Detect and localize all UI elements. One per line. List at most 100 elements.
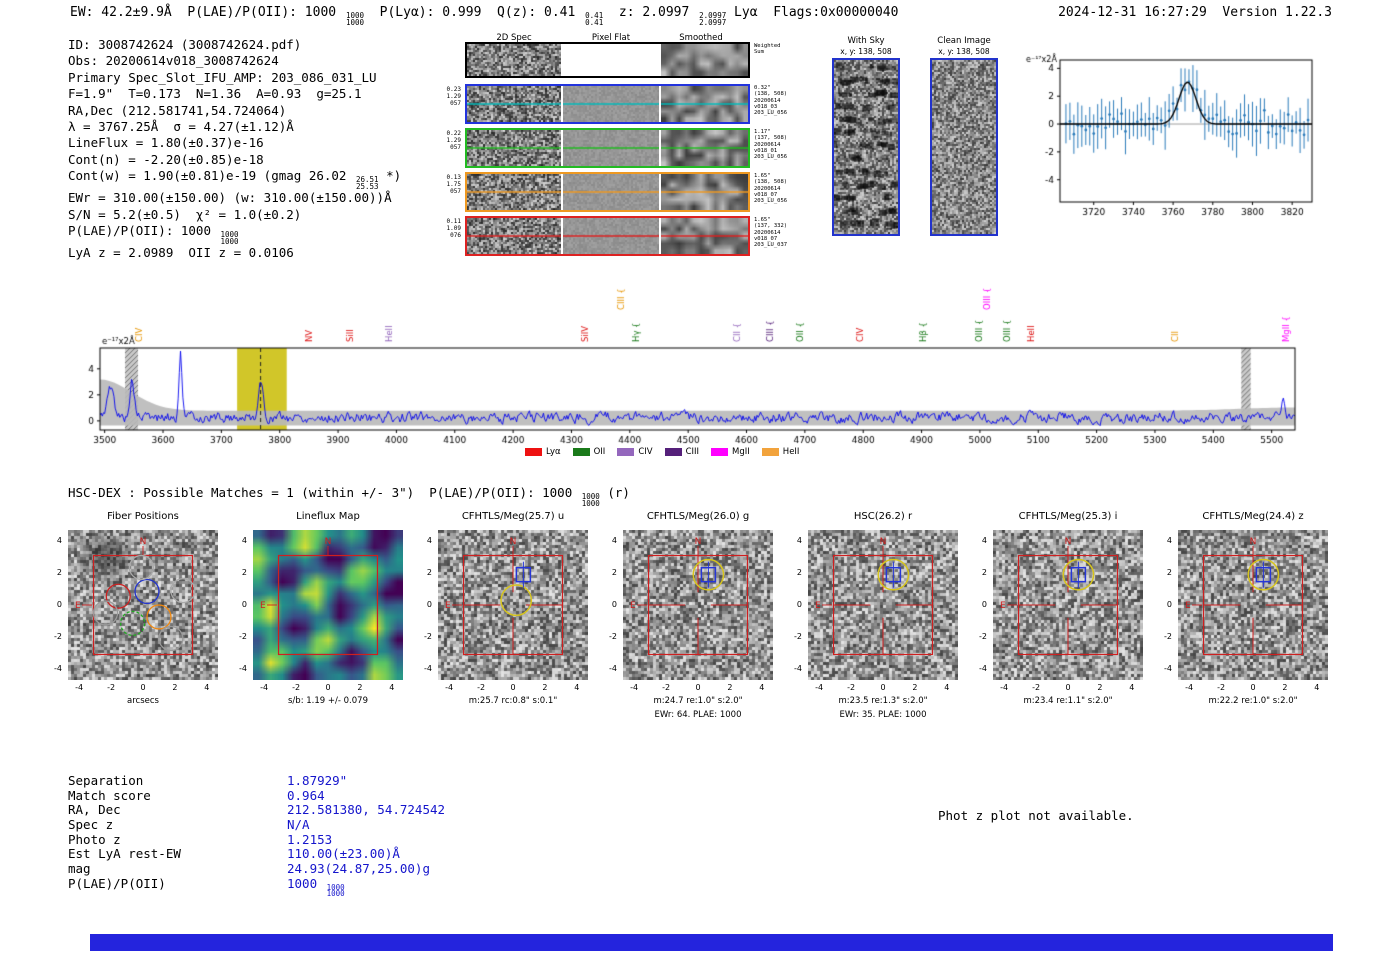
spec2d-row-meta: 1.65" (137, 332) 20200614 v018_07 203_LU_037 <box>754 217 788 249</box>
y-tick-label: 4 <box>981 536 987 546</box>
y-tick-label: 4 <box>241 536 247 546</box>
match-row: Match score 0.964 <box>68 788 445 803</box>
match-value: 1.87929" <box>287 773 348 788</box>
legend-item: CIV <box>617 447 653 457</box>
spec2d-row-meta: 0.32" (138, 508) 20200614 v018_03 203_LU_056 <box>754 85 788 117</box>
match-value: 212.581380, 54.724542 <box>287 802 446 818</box>
x-tick-label: -2 <box>1217 683 1226 692</box>
cleanimage-title: Clean Image <box>937 36 991 46</box>
match-row: mag 24.93(24.87,25.00)g <box>68 861 445 876</box>
match-value: 110.00(±23.00)Å <box>287 846 400 862</box>
y-tick-label: -2 <box>54 631 62 641</box>
hsc-dex-match-line: HSC-DEX : Possible Matches = 1 (within +… <box>68 485 630 508</box>
cutout-caption: m:24.7 re:1.0" s:2.0" <box>653 696 743 706</box>
spec2d-row-stats: 0.23 1.29 057 <box>446 86 461 107</box>
x-tick-label: 2 <box>172 683 178 692</box>
smoothed-image <box>661 44 748 76</box>
smoothed-image <box>661 86 748 122</box>
info-line: Obs: 20200614v018_3008742624 <box>68 53 279 69</box>
info-line: ID: 3008742624 (3008742624.pdf) <box>68 37 302 52</box>
match-row: Photo z 1.2153 <box>68 832 445 847</box>
cutout-caption2: EWr: 35. PLAE: 1000 <box>839 710 927 720</box>
spec2d-row-meta: 1.17" (137, 508) 20200614 v018_01 203_LU_056 <box>754 129 788 161</box>
spec2d-image <box>467 86 561 122</box>
match-value: 1.2153 <box>287 831 333 847</box>
match-label: P(LAE)/P(OII) <box>68 875 166 891</box>
legend-swatch <box>617 448 635 456</box>
pixelflat-image <box>563 174 659 210</box>
info-line: EWr = 310.00(±150.00) (w: 310.00(±150.00… <box>68 190 392 206</box>
spec2d-row-meta: Weighted Sum <box>754 43 781 56</box>
smoothed-image <box>661 174 748 210</box>
info-line: P(LAE)/P(OII): 1000 1000 1000 <box>68 223 239 246</box>
match-label: Est LyA rest-EW <box>68 846 181 862</box>
cleanimage-image <box>930 58 998 236</box>
match-row: RA, Dec 212.581380, 54.724542 <box>68 802 445 817</box>
svg-text:N: N <box>695 537 702 547</box>
withsky-coords: x, y: 138, 508 <box>840 47 892 56</box>
legend-item: HeII <box>761 447 799 457</box>
y-tick-label: 0 <box>981 600 987 609</box>
info-line: RA,Dec (212.581741,54.724064) <box>68 102 287 118</box>
info-line: Primary Spec_Slot_IFU_AMP: 203_086_031_L… <box>68 69 377 85</box>
cutout-overlay: NE <box>630 537 749 656</box>
y-tick-label: 0 <box>426 600 432 609</box>
cutout-title: CFHTLS/Meg(26.0) g <box>646 511 750 522</box>
catalog-match-table: Separation 1.87929" Match score 0.964 RA, De… <box>68 773 445 899</box>
x-tick-label: 4 <box>1129 683 1135 692</box>
match-value: 24.93(24.87,25.00)g <box>287 861 430 877</box>
legend-swatch <box>525 448 542 456</box>
cleanimage-coords: x, y: 138, 508 <box>938 47 990 56</box>
cutout-caption: m:25.7 rc:0.8" s:0.1" <box>468 696 558 706</box>
match-value: N/A <box>287 817 310 833</box>
stacked-fraction: 2.0997 2.0997 <box>699 11 727 27</box>
x-tick-label: -2 <box>292 683 301 692</box>
x-tick-label: 2 <box>542 683 548 692</box>
match-value: 0.964 <box>287 787 325 803</box>
x-tick-label: 0 <box>140 683 146 692</box>
header-date-version: 2024-12-31 16:27:29 Version 1.22.3 <box>1058 5 1332 20</box>
legend-item: MgII <box>711 447 750 457</box>
match-row: Separation 1.87929" <box>68 773 445 788</box>
y-tick-label: 2 <box>426 568 432 578</box>
cutout-caption: m:22.2 re:1.0" s:2.0" <box>1208 696 1298 706</box>
cutout-title: HSC(26.2) r <box>853 511 913 522</box>
x-tick-label: 0 <box>880 683 886 692</box>
y-tick-label: 2 <box>241 568 247 578</box>
legend-label: CIII <box>685 447 700 457</box>
pixelflat-image <box>563 86 659 122</box>
stacked-fraction: 1000 1000 <box>220 230 239 246</box>
svg-text:E: E <box>1185 601 1191 611</box>
x-tick-label: -4 <box>75 683 84 692</box>
legend-label: MgII <box>732 447 750 457</box>
cutout-overlay: NE <box>75 537 196 656</box>
spectrum-legend: Lyα OII CIV CIII MgII HeII <box>525 447 799 457</box>
x-tick-label: 2 <box>357 683 363 692</box>
info-line: F=1.9" T=0.173 N=1.36 A=0.93 g=25.1 <box>68 86 362 102</box>
full-spectrum-plot <box>55 260 1350 468</box>
stacked-fraction: 1000 1000 <box>581 492 600 508</box>
legend-label: Lyα <box>546 447 561 457</box>
x-tick-label: -4 <box>1185 683 1194 692</box>
pixelflat-image <box>563 130 659 166</box>
match-value: 1000 1000 1000 <box>287 875 345 899</box>
info-line: Cont(n) = -2.20(±0.85)e-18 <box>68 151 264 167</box>
svg-text:E: E <box>445 601 451 611</box>
y-tick-label: 0 <box>611 600 617 609</box>
smoothed-image <box>661 218 748 254</box>
x-tick-label: -2 <box>1032 683 1041 692</box>
smoothed-image <box>661 130 748 166</box>
spec2d-row <box>465 216 750 256</box>
match-label: Photo z <box>68 831 121 847</box>
y-tick-label: 4 <box>426 536 432 546</box>
x-tick-label: 2 <box>912 683 918 692</box>
svg-text:E: E <box>260 601 266 611</box>
header-summary: EW: 42.2±9.9Å P(LAE)/P(OII): 1000 1000 10… <box>70 5 899 27</box>
x-tick-label: 2 <box>1282 683 1288 692</box>
legend-item: Lyα <box>525 447 561 457</box>
y-tick-label: -2 <box>609 631 617 641</box>
legend-item: CIII <box>664 447 700 457</box>
y-tick-label: 4 <box>56 536 62 546</box>
x-tick-label: -4 <box>630 683 639 692</box>
